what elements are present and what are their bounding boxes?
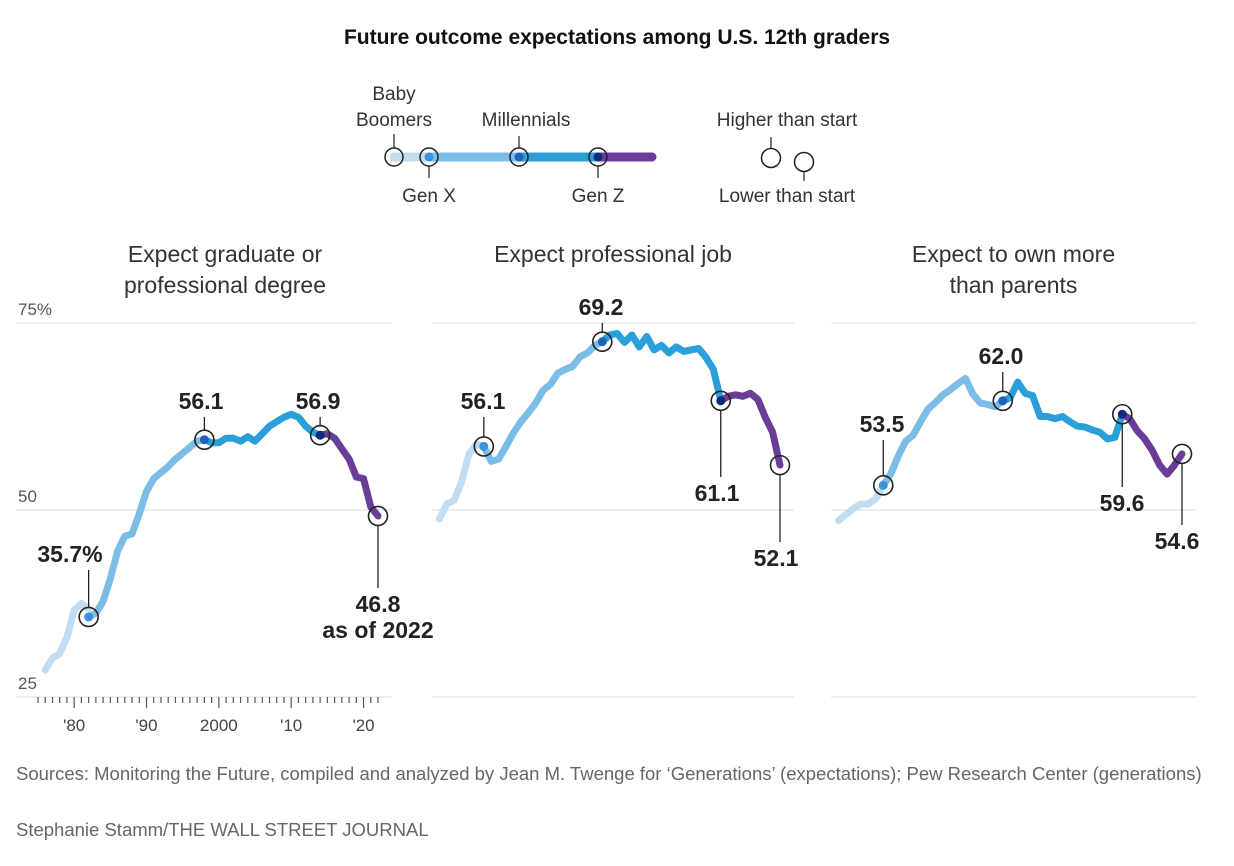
x-tick-label: '20	[352, 716, 374, 735]
legend-marker-genz-dot	[593, 152, 603, 162]
panel-title: Expect graduate or	[128, 241, 323, 267]
x-tick-label: '10	[280, 716, 302, 735]
legend-marker-millennials-dot	[514, 152, 524, 162]
marker-dot	[1117, 409, 1127, 419]
panel-title: professional degree	[124, 272, 326, 298]
chart-title: Future outcome expectations among U.S. 1…	[343, 26, 891, 49]
legend-label-genx: Gen X	[402, 186, 456, 207]
data-label: 46.8	[356, 591, 401, 617]
line-millennials	[598, 330, 725, 405]
line-boomers	[41, 600, 93, 674]
y-tick-label: 75%	[18, 300, 52, 319]
data-label: 61.1	[695, 480, 740, 506]
data-label: 56.1	[461, 388, 506, 414]
marker-dot	[597, 337, 607, 347]
data-sublabel: as of 2022	[322, 617, 433, 643]
line-genz	[717, 389, 784, 469]
x-tick-label: '80	[63, 716, 85, 735]
legend-lower-marker	[793, 151, 815, 173]
line-boomers	[435, 440, 488, 523]
marker-dot	[878, 480, 888, 490]
legend-label-higher: Higher than start	[717, 110, 858, 131]
line-genx	[879, 374, 1007, 489]
legend-label-genz: Gen Z	[572, 186, 625, 207]
legend-label-boomers: Baby	[372, 84, 416, 105]
credit-line: Stephanie Stamm/THE WALL STREET JOURNAL	[16, 819, 429, 840]
line-genx	[85, 436, 208, 621]
data-label: 56.1	[179, 388, 224, 414]
marker-dot	[716, 396, 726, 406]
panel-title: Expect to own more	[912, 241, 1115, 267]
marker-dot	[479, 441, 489, 451]
data-label: 35.7%	[37, 541, 102, 567]
legend-label-boomers: Boomers	[356, 110, 432, 131]
y-tick-label: 25	[18, 674, 37, 693]
data-label: 56.9	[296, 388, 341, 414]
data-label: 69.2	[579, 294, 624, 320]
panel-title: Expect professional job	[494, 241, 732, 267]
source-note: Sources: Monitoring the Future, compiled…	[16, 763, 1202, 784]
data-label: 59.6	[1100, 490, 1145, 516]
legend-marker-genx-dot	[424, 152, 434, 162]
panel-3: Expect to own more than parents 53.5 62.0 59…	[831, 241, 1200, 698]
line-genx	[480, 338, 606, 465]
line-millennials	[999, 378, 1126, 443]
line-genz	[316, 430, 382, 520]
legend-label-lower: Lower than start	[719, 186, 856, 207]
marker-dot	[199, 435, 209, 445]
panel-2: Expect professional job 56.1 69.2 61.1 52.1	[432, 241, 799, 698]
panel-title: than parents	[950, 272, 1078, 298]
line-genz	[1118, 410, 1186, 478]
data-label: 52.1	[754, 545, 799, 571]
x-tick-label: 2000	[200, 716, 238, 735]
legend-label-millennials: Millennials	[482, 110, 571, 131]
x-tick-label: '90	[135, 716, 157, 735]
y-tick-label: 50	[18, 487, 37, 506]
data-label: 54.6	[1155, 528, 1200, 554]
line-millennials	[200, 410, 324, 447]
data-label: 62.0	[979, 343, 1024, 369]
marker-dot	[998, 396, 1008, 406]
data-label: 53.5	[860, 411, 905, 437]
marker-dot	[315, 430, 325, 440]
legend-higher-marker	[760, 147, 782, 169]
panel-1: Expect graduate or professional degree 75%…	[16, 241, 434, 735]
marker-dot	[84, 612, 94, 622]
line-boomers	[835, 481, 887, 524]
legend: Baby Boomers Gen X Millennials Gen Z Higher t…	[356, 84, 858, 207]
